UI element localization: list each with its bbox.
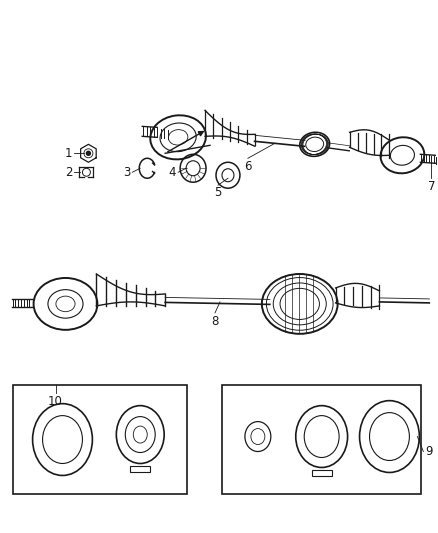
Bar [13,385,187,495]
Bar [222,385,421,495]
Text: 8: 8 [211,315,219,328]
Text: 6: 6 [244,160,252,173]
Text: 4: 4 [169,166,176,179]
Text: 10: 10 [48,394,63,408]
Text: 9: 9 [425,445,433,458]
Text: 3: 3 [123,166,130,179]
Bar [130,466,150,472]
Circle shape [86,151,90,155]
Text: 7: 7 [427,180,435,193]
Text: 5: 5 [214,186,222,199]
Text: 1: 1 [65,147,72,160]
Bar [312,471,332,477]
Text: 2: 2 [65,166,72,179]
